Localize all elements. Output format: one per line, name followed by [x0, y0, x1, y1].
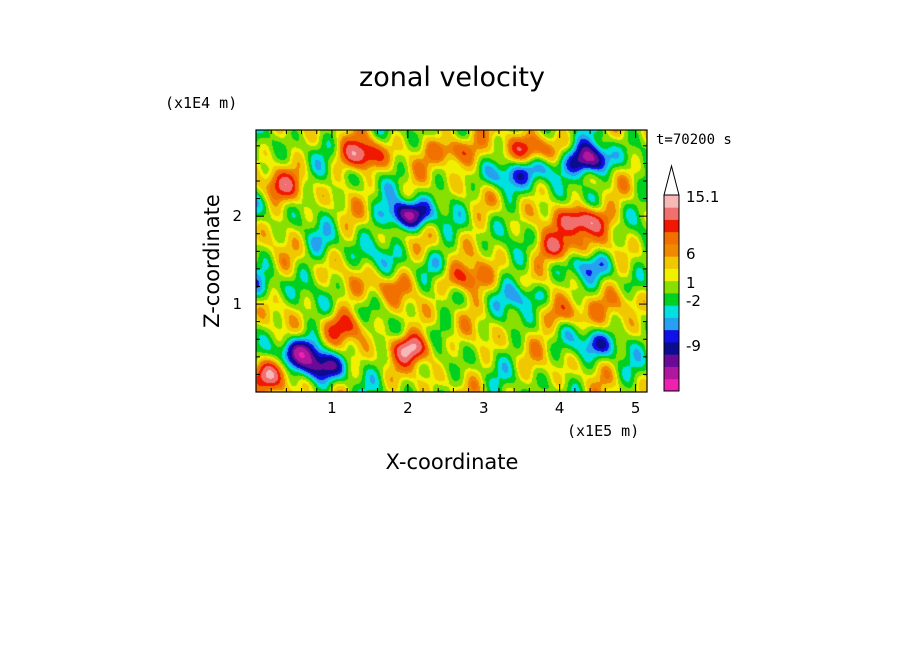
colorbar-swatch: [664, 342, 679, 355]
plot-frame: [255, 129, 648, 393]
y-unit-label: (x1E4 m): [165, 94, 237, 112]
x-axis-label: X-coordinate: [386, 450, 519, 474]
contour-field: [256, 130, 647, 392]
y-axis-label: Z-coordinate: [200, 194, 224, 328]
colorbar-swatch: [664, 305, 679, 318]
colorbar-swatch: [664, 195, 679, 208]
colorbar-swatch: [664, 244, 679, 257]
colorbar-swatch: [664, 231, 679, 245]
y-tick-label: 1: [232, 295, 242, 313]
colorbar-tick-label: 1: [686, 274, 696, 292]
colorbar-frame: [663, 194, 680, 392]
x-tick-label: 4: [555, 399, 565, 417]
x-tick-label: 2: [403, 399, 413, 417]
colorbar-tick-label: -2: [686, 292, 701, 310]
colorbar: 15.1 6 1-2 -9: [663, 164, 719, 392]
colorbar-swatch: [664, 317, 679, 331]
chart-title: zonal velocity: [359, 62, 545, 93]
colorbar-overflow-triangle: [663, 164, 680, 196]
colorbar-swatch: [664, 354, 679, 367]
colorbar-swatch: [664, 268, 679, 282]
colorbar-swatch: [664, 219, 679, 233]
y-axis-ticks: 12: [232, 145, 647, 375]
x-axis-ticks: 1 2 3 4 5: [270, 130, 641, 417]
colorbar-swatch: [664, 293, 679, 306]
contour-field-image: [256, 130, 647, 392]
colorbar-swatch: [664, 366, 679, 380]
time-label: t=70200 s: [656, 132, 732, 148]
colorbar-tick-label: 6: [686, 245, 696, 263]
colorbar-swatch: [664, 207, 679, 220]
colorbar-swatch: [664, 256, 679, 269]
x-unit-label: (x1E5 m): [567, 422, 639, 440]
x-tick-label: 3: [479, 399, 489, 417]
x-tick-label: 1: [327, 399, 337, 417]
y-tick-label: 2: [232, 207, 242, 225]
colorbar-swatch: [664, 329, 679, 343]
colorbar-tick-label: 15.1: [686, 188, 719, 206]
colorbar-swatch: [664, 378, 679, 392]
x-tick-label: 5: [631, 399, 641, 417]
colorbar-swatch: [664, 280, 679, 294]
colorbar-tick-label: -9: [686, 337, 701, 355]
